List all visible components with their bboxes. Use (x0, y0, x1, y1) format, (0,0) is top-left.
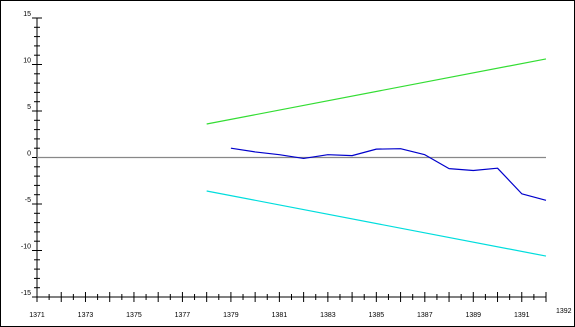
x-tick-label: 1371 (29, 312, 45, 319)
y-tick-label: -5 (25, 197, 31, 204)
tick-labels: 15 10 5 0 -5 -10 -15 1371 1373 1375 1377 1379 1381 13… (21, 11, 572, 319)
y-tick-label: 5 (27, 104, 31, 111)
x-tick-label: 1383 (320, 312, 336, 319)
x-tick-label: 1385 (369, 312, 385, 319)
series-line-2 (206, 190, 547, 257)
x-tick-label: 1375 (126, 312, 142, 319)
axes (32, 17, 547, 302)
x-tick-label: 1373 (78, 312, 94, 319)
x-tick-label: 1391 (514, 312, 530, 319)
y-tick-label: -10 (21, 244, 31, 251)
x-tick-label: 1381 (272, 312, 288, 319)
y-tick-label: 0 (27, 151, 31, 158)
x-tick-label: 1379 (223, 312, 239, 319)
x-tick-label: 1377 (175, 312, 191, 319)
y-tick-label: 15 (23, 11, 31, 18)
x-tick-label: 1392 (556, 308, 572, 315)
x-tick-label: 1389 (465, 312, 481, 319)
y-tick-label: 10 (23, 58, 31, 65)
y-tick-label: -15 (21, 290, 31, 297)
series-line-1 (206, 58, 547, 125)
series-line-0 (230, 147, 547, 201)
series-layer (37, 58, 547, 257)
x-tick-label: 1387 (417, 312, 433, 319)
